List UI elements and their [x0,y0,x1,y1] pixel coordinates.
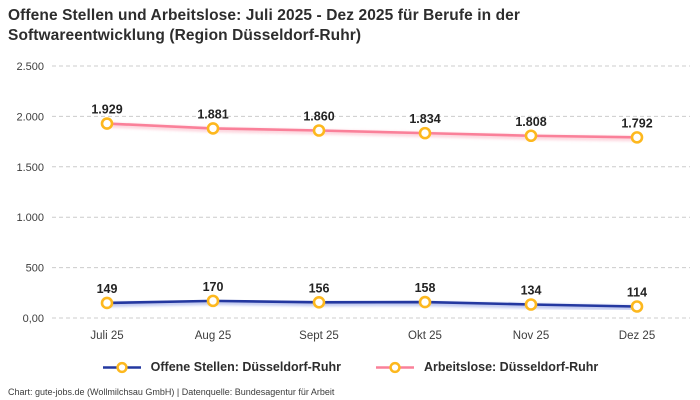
chart-source-attribution: Chart: gute-jobs.de (Wollmilchsau GmbH) … [8,387,335,397]
series-line-arbeitslose [105,122,639,139]
data-point-label-offene-stellen: 134 [521,283,542,297]
data-point-marker-arbeitslose [100,117,114,130]
x-tick-label: Okt 25 [408,330,442,342]
data-point-marker-arbeitslose [630,131,644,144]
y-tick-label: 1.500 [16,162,44,174]
x-tick-label: Sept 25 [299,330,339,342]
x-tick-label: Juli 25 [90,330,123,342]
y-tick-label: 500 [26,263,44,275]
legend-label-arbeitslose: Arbeitslose: Düsseldorf-Ruhr [423,360,599,374]
y-tick-label: 2.000 [16,111,44,123]
series-line-offene-stellen [105,299,639,308]
series-halo-offene-stellen [106,299,638,311]
data-point-marker-offene-stellen [418,295,432,309]
data-point-label-offene-stellen: 149 [97,282,118,296]
y-tick-label: 0,00 [23,313,44,325]
data-point-label-offene-stellen: 158 [415,281,436,295]
data-point-label-offene-stellen: 156 [309,281,330,295]
x-tick-label: Nov 25 [513,330,549,342]
legend-item-arbeitslose: Arbeitslose: Düsseldorf-Ruhr [375,360,598,374]
y-tick-label: 2.500 [16,61,44,73]
data-point-marker-arbeitslose [524,129,538,143]
data-point-label-arbeitslose: 1.881 [197,107,228,121]
data-point-label-offene-stellen: 170 [203,280,224,294]
series-halo-arbeitslose [106,122,638,142]
data-point-marker-arbeitslose [418,126,432,140]
x-tick-label: Aug 25 [195,330,231,342]
legend-label-offene-stellen: Offene Stellen: Düsseldorf-Ruhr [150,360,341,374]
chart-legend: Offene Stellen: Düsseldorf-Ruhr Arbeitsl… [0,360,700,374]
data-point-marker-offene-stellen [630,300,644,313]
data-point-marker-arbeitslose [312,124,326,137]
data-point-marker-offene-stellen [524,298,538,311]
data-point-marker-arbeitslose [206,122,220,135]
data-point-marker-offene-stellen [100,296,114,310]
data-point-label-arbeitslose: 1.808 [515,115,546,129]
chart-title: Offene Stellen und Arbeitslose: Juli 202… [8,7,521,45]
x-tick-label: Dez 25 [619,330,655,342]
y-tick-label: 1.000 [16,212,44,224]
data-point-marker-offene-stellen [206,294,220,308]
data-point-label-arbeitslose: 1.860 [303,110,334,124]
legend-marker-arbeitslose-icon [375,361,414,373]
data-point-label-arbeitslose: 1.834 [409,112,440,126]
data-point-label-arbeitslose: 1.792 [621,116,652,130]
data-point-label-arbeitslose: 1.929 [91,103,122,117]
data-point-label-offene-stellen: 114 [627,286,647,300]
legend-marker-offene-stellen-icon [102,361,141,373]
legend-item-offene-stellen: Offene Stellen: Düsseldorf-Ruhr [102,360,341,374]
data-point-marker-offene-stellen [312,295,326,309]
